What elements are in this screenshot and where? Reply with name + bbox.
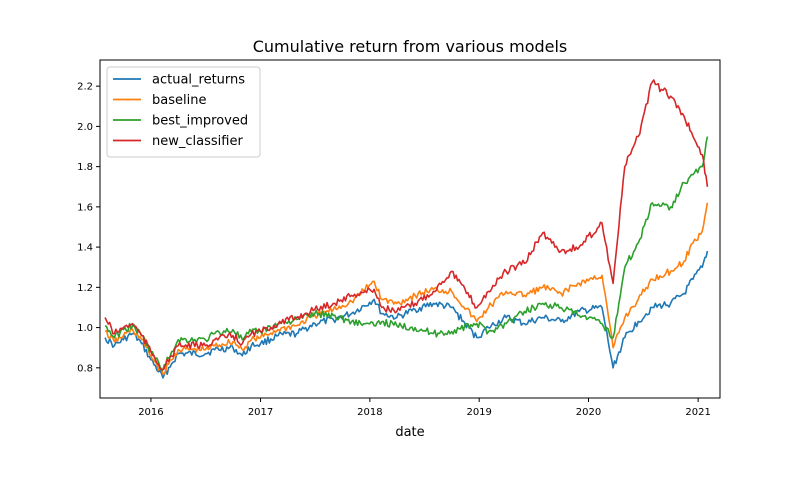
legend-label: new_classifier bbox=[152, 134, 243, 149]
x-tick-label: 2018 bbox=[357, 407, 382, 418]
legend-label: best_improved bbox=[152, 114, 248, 129]
plot-area bbox=[104, 79, 709, 379]
series-line-best_improved bbox=[104, 136, 709, 372]
x-tick-label: 2020 bbox=[576, 407, 601, 418]
y-tick-label: 1.8 bbox=[77, 162, 93, 173]
y-tick-label: 1.2 bbox=[77, 283, 93, 294]
x-tick-label: 2016 bbox=[138, 407, 163, 418]
x-tick-label: 2019 bbox=[466, 407, 491, 418]
series-line-baseline bbox=[104, 202, 709, 375]
y-tick-label: 1.0 bbox=[77, 323, 93, 334]
legend-label: baseline bbox=[152, 93, 206, 108]
chart-title: Cumulative return from various models bbox=[253, 37, 568, 56]
y-tick-label: 0.8 bbox=[77, 363, 93, 374]
x-tick-label: 2017 bbox=[248, 407, 273, 418]
y-tick-label: 2.2 bbox=[77, 82, 93, 93]
x-tick-label: 2021 bbox=[685, 407, 710, 418]
legend: actual_returns baseline best_improved new_c… bbox=[106, 66, 261, 158]
y-tick-label: 1.6 bbox=[77, 202, 93, 213]
y-tick-label: 2.0 bbox=[77, 122, 93, 133]
axes-frame bbox=[99, 59, 721, 399]
x-axis-label: date bbox=[395, 425, 424, 440]
legend-label: actual_returns bbox=[152, 73, 245, 88]
y-tick-label: 1.4 bbox=[77, 243, 93, 254]
legend-box bbox=[106, 66, 261, 158]
axis-ticks: 2016 2017 2018 2019 2020 2021 0.8 1.0 1.2 1.4 1.6 1… bbox=[77, 82, 711, 418]
series-line-new_classifier bbox=[104, 79, 709, 371]
series-line-actual_returns bbox=[104, 250, 709, 379]
